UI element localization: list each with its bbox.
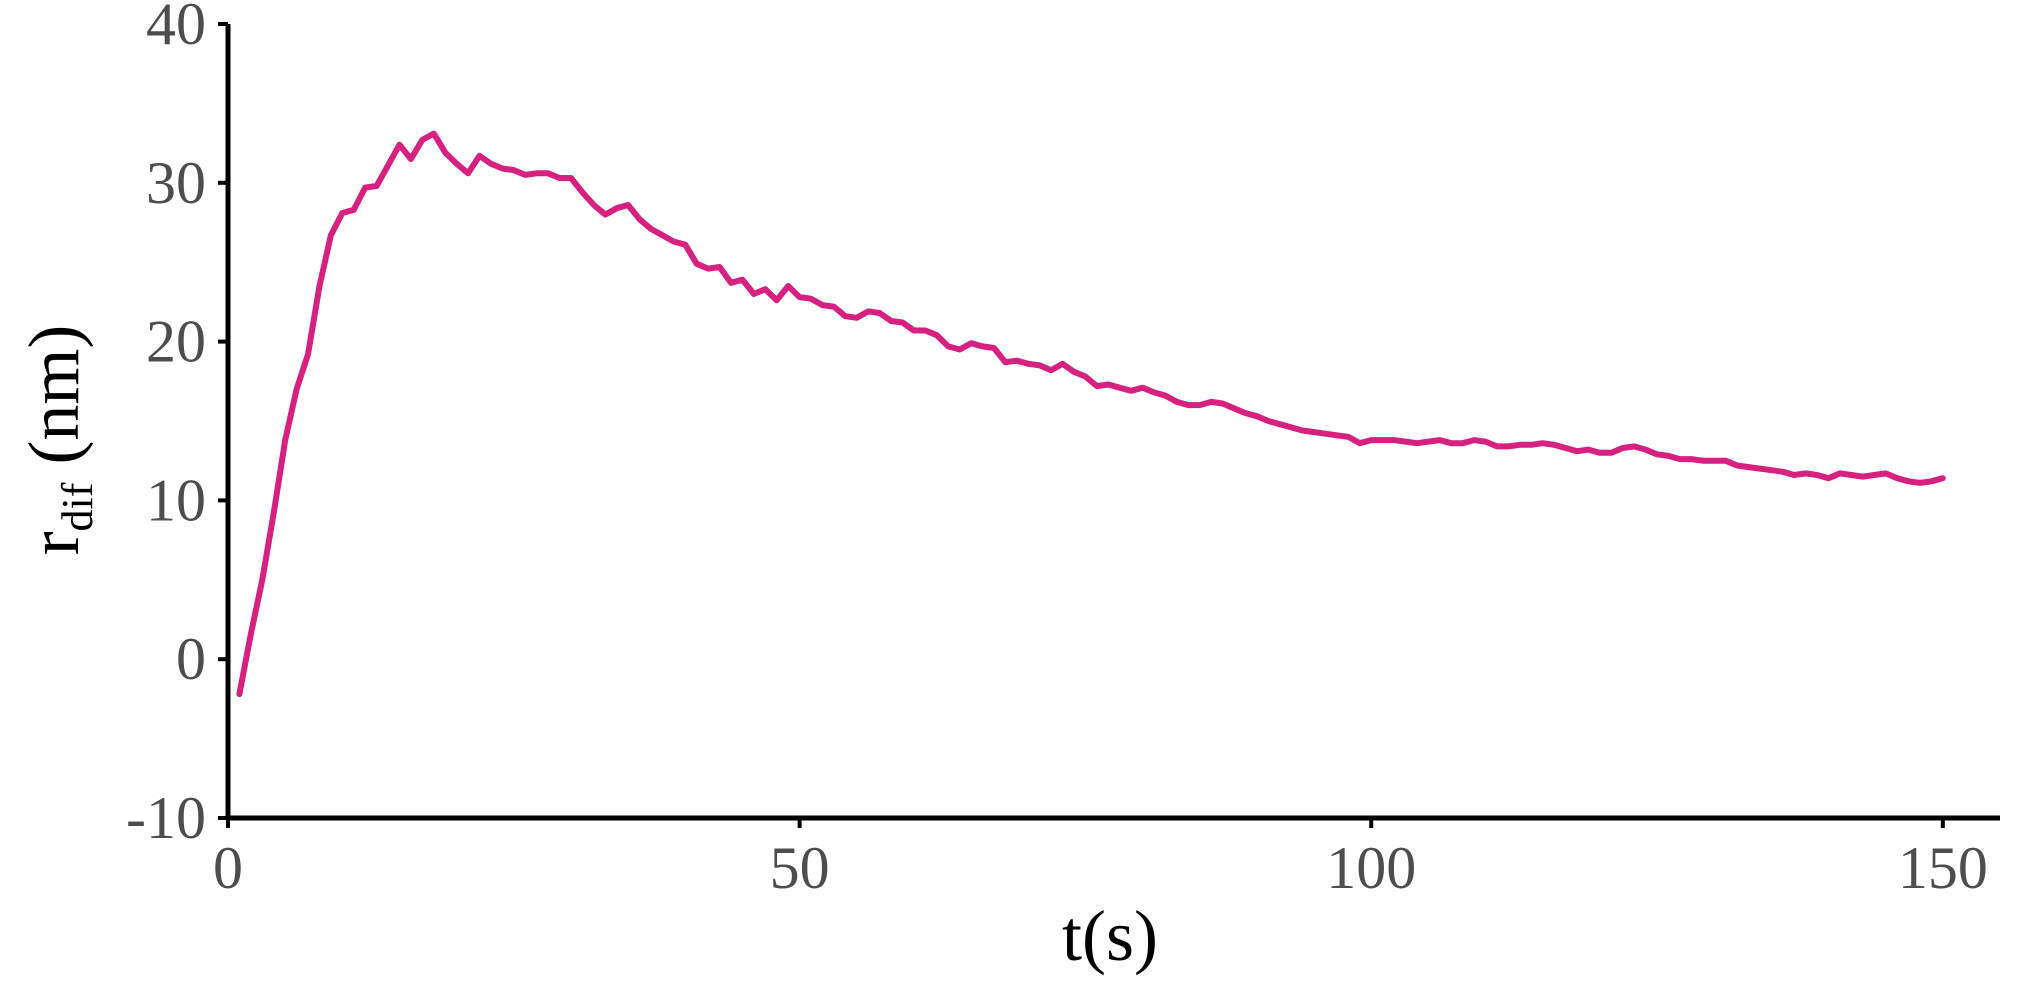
y-axis-ticks: -10 0 10 20 30 40 [126,0,228,851]
y-axis-title-unit: (nm) [14,325,94,483]
y-axis-title-sub: dif [53,482,102,531]
y-tick-label: 20 [146,309,206,375]
x-axis-title: t(s) [1062,896,1158,976]
y-axis-title-main: r [14,531,94,555]
x-tick-label: 150 [1898,835,1988,901]
x-tick-label: 50 [770,835,830,901]
series-line [236,130,1946,698]
y-tick-label: 30 [146,150,206,216]
y-tick-label: 40 [146,0,206,57]
y-axis-title: rdif (nm) [14,325,102,556]
y-tick-label: 0 [176,626,206,692]
x-axis-ticks: 0 50 100 150 [213,818,1988,901]
svg-text:rdif (nm): rdif (nm) [14,325,102,556]
y-tick-label: -10 [126,785,206,851]
x-tick-label: 100 [1326,835,1416,901]
y-tick-label: 10 [146,467,206,533]
x-tick-label: 0 [213,835,243,901]
